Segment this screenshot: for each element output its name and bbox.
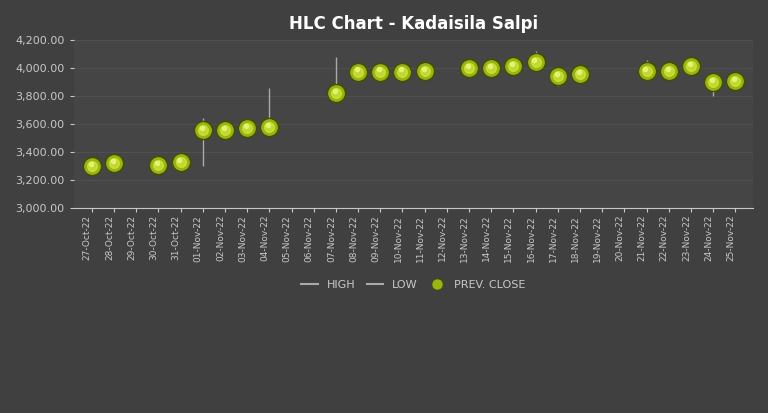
Title: HLC Chart - Kadaisila Salpi: HLC Chart - Kadaisila Salpi xyxy=(289,15,538,33)
Legend: HIGH, LOW, PREV. CLOSE: HIGH, LOW, PREV. CLOSE xyxy=(297,276,530,295)
